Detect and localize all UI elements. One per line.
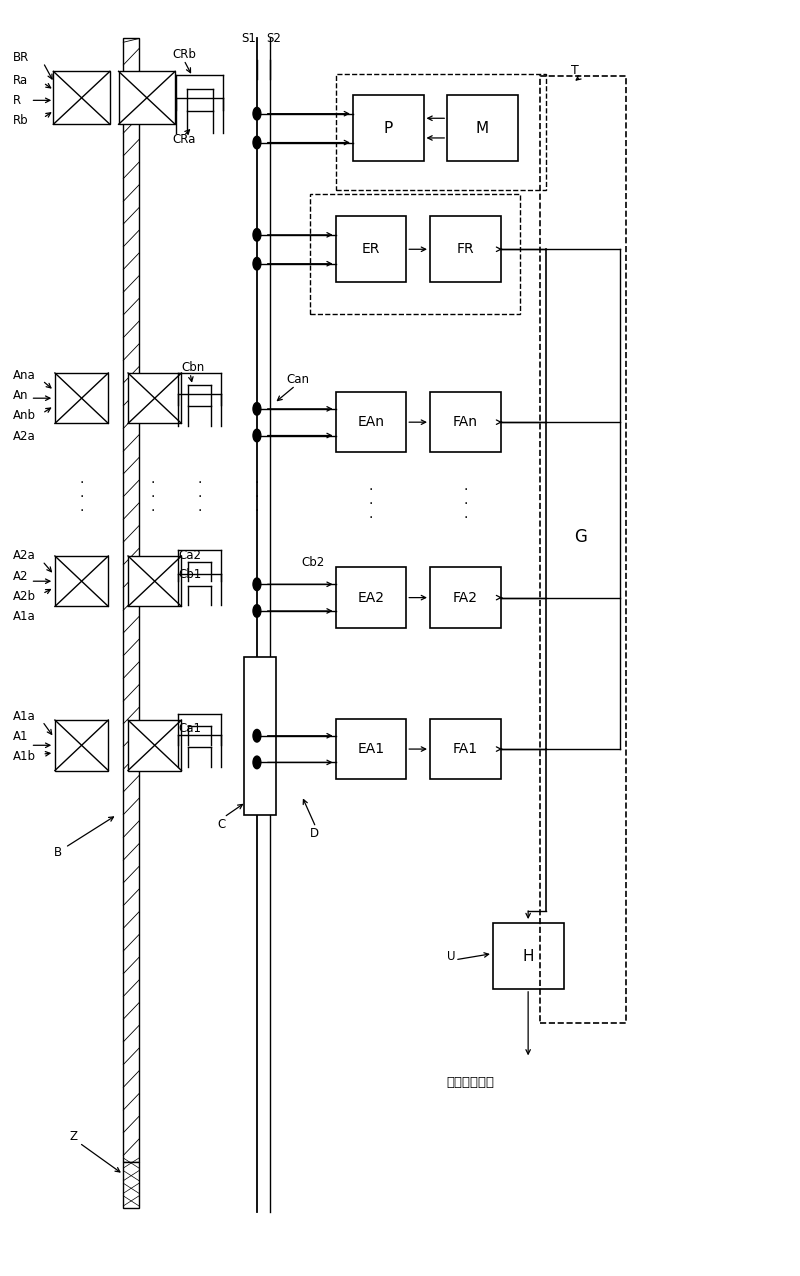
Text: Z: Z xyxy=(70,1131,78,1143)
Text: G: G xyxy=(574,528,587,546)
Bar xyxy=(430,392,501,453)
Text: EAn: EAn xyxy=(358,415,385,429)
Text: A2a: A2a xyxy=(14,430,36,443)
Bar xyxy=(244,657,276,814)
Text: CRa: CRa xyxy=(172,133,195,145)
Text: ·
·
·: · · · xyxy=(198,476,202,518)
Bar xyxy=(54,71,110,124)
Circle shape xyxy=(253,258,261,271)
Text: ·
·
·: · · · xyxy=(463,484,467,526)
Text: A2: A2 xyxy=(14,569,29,583)
Bar xyxy=(123,1161,139,1208)
Text: FAn: FAn xyxy=(453,415,478,429)
Text: A1a: A1a xyxy=(14,610,36,623)
Bar xyxy=(118,71,175,124)
Bar xyxy=(540,77,626,1023)
Bar xyxy=(310,194,520,314)
Text: FA1: FA1 xyxy=(453,743,478,757)
Circle shape xyxy=(253,107,261,120)
Bar xyxy=(335,74,546,190)
Text: A1a: A1a xyxy=(14,709,36,722)
Circle shape xyxy=(253,402,261,415)
Circle shape xyxy=(253,429,261,441)
Bar xyxy=(55,373,108,424)
Text: FA2: FA2 xyxy=(453,591,478,605)
Text: Cb2: Cb2 xyxy=(302,556,325,569)
Text: D: D xyxy=(310,827,318,840)
Text: S2: S2 xyxy=(266,32,281,45)
Circle shape xyxy=(253,605,261,618)
Text: FR: FR xyxy=(457,242,474,256)
Bar xyxy=(128,373,182,424)
Bar xyxy=(430,718,501,780)
Text: P: P xyxy=(383,121,393,135)
Circle shape xyxy=(253,757,261,768)
Bar xyxy=(335,392,406,453)
Text: A2a: A2a xyxy=(14,550,36,563)
Text: H: H xyxy=(522,948,534,963)
Text: Ra: Ra xyxy=(14,74,28,87)
Text: 输出棒位信息: 输出棒位信息 xyxy=(446,1076,494,1088)
Bar xyxy=(493,924,563,989)
Circle shape xyxy=(253,137,261,149)
Text: A1b: A1b xyxy=(14,750,36,763)
Text: Ca2: Ca2 xyxy=(178,550,202,563)
Bar xyxy=(335,718,406,780)
Text: ·
·
·: · · · xyxy=(369,484,373,526)
Bar xyxy=(335,568,406,628)
Bar xyxy=(353,96,423,161)
Text: C: C xyxy=(218,818,226,831)
Bar xyxy=(123,38,139,1161)
Text: R: R xyxy=(14,94,22,107)
Text: ER: ER xyxy=(362,242,380,256)
Text: Cb1: Cb1 xyxy=(178,568,202,582)
Text: Ana: Ana xyxy=(14,369,36,382)
Text: ·
·
·: · · · xyxy=(79,476,84,518)
Text: A1: A1 xyxy=(14,730,29,743)
Text: Rb: Rb xyxy=(14,114,29,128)
Bar xyxy=(128,720,182,771)
Text: Ca1: Ca1 xyxy=(178,722,202,735)
Text: EA2: EA2 xyxy=(358,591,385,605)
Bar xyxy=(447,96,518,161)
Text: U: U xyxy=(447,949,456,962)
Text: CRb: CRb xyxy=(172,48,196,61)
Text: S1: S1 xyxy=(242,32,257,45)
Bar xyxy=(430,217,501,282)
Circle shape xyxy=(253,228,261,241)
Text: An: An xyxy=(14,389,29,402)
Bar xyxy=(430,568,501,628)
Text: ·
·
·: · · · xyxy=(254,476,259,518)
Bar xyxy=(55,720,108,771)
Bar xyxy=(335,217,406,282)
Text: M: M xyxy=(476,121,489,135)
Text: ·
·
·: · · · xyxy=(150,476,154,518)
Text: Can: Can xyxy=(286,373,309,385)
Text: Cbn: Cbn xyxy=(182,361,205,374)
Circle shape xyxy=(253,578,261,591)
Text: EA1: EA1 xyxy=(358,743,385,757)
Bar xyxy=(55,556,108,606)
Bar xyxy=(128,556,182,606)
Text: T: T xyxy=(571,64,579,77)
Text: BR: BR xyxy=(14,51,30,64)
Circle shape xyxy=(253,730,261,743)
Text: B: B xyxy=(54,846,62,859)
Text: A2b: A2b xyxy=(14,590,36,602)
Text: Anb: Anb xyxy=(14,410,36,422)
